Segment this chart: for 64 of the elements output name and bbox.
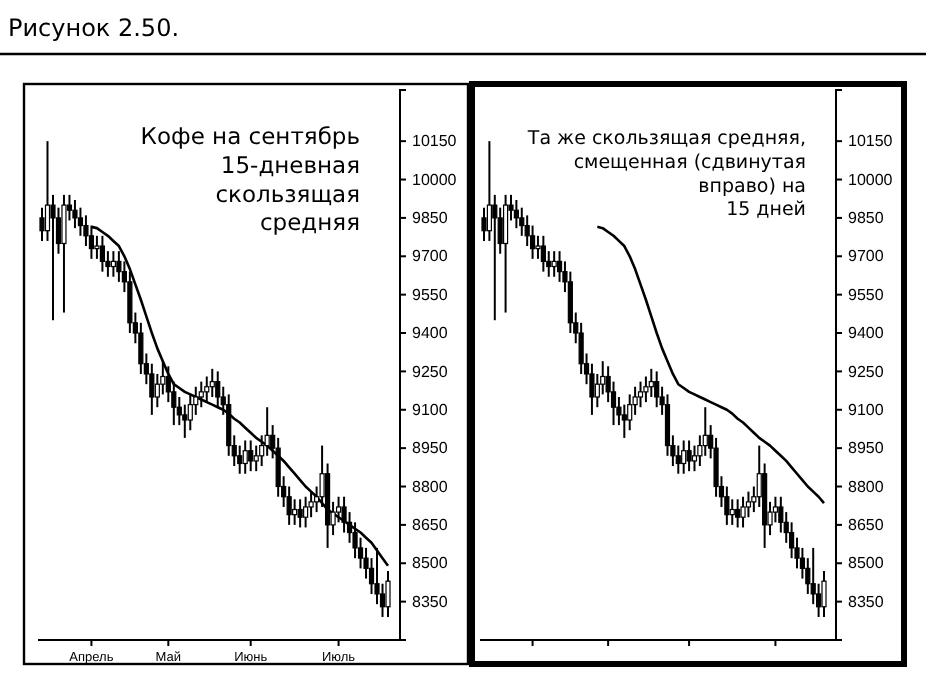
candlestick — [209, 367, 215, 398]
y-tick-label: 9400 — [412, 324, 449, 343]
candlestick — [110, 250, 116, 278]
candlestick — [648, 367, 654, 398]
candlestick — [297, 498, 303, 529]
candlestick — [308, 490, 314, 519]
chart-title: Рисунок 2.50. — [8, 14, 180, 42]
y-tick-label: 9550 — [412, 285, 449, 304]
y-tick-label: 10000 — [848, 170, 894, 189]
candlestick — [204, 375, 210, 404]
y-tick-label: 10000 — [412, 170, 458, 189]
y-tick-label: 9550 — [848, 285, 885, 304]
annotation: Та же скользящая средняя, смещенная (сдвинутая вправо) на 15 дней — [525, 128, 806, 222]
candlestick — [627, 393, 633, 432]
candlestick — [187, 393, 193, 432]
y-tick-label: 9250 — [848, 362, 885, 381]
y-tick-label: 9100 — [848, 400, 885, 419]
y-tick-label: 9700 — [412, 247, 449, 266]
y-tick-label: 8950 — [412, 439, 449, 458]
annotation: Кофе на сентябрь 15-дневная скользящая средняя — [140, 122, 361, 237]
candlestick — [292, 498, 298, 526]
candlestick — [198, 380, 204, 409]
candlestick — [551, 250, 557, 278]
candlestick — [61, 193, 67, 314]
y-tick-label: 9400 — [848, 324, 885, 343]
candlestick — [745, 490, 752, 519]
candlestick — [637, 380, 644, 409]
candlestick — [248, 439, 254, 473]
candlestick — [303, 495, 309, 529]
y-tick-label: 9850 — [848, 209, 885, 228]
line-series — [596, 225, 826, 505]
candlestick — [654, 370, 660, 409]
candlestick — [99, 234, 106, 273]
candlestick — [513, 199, 519, 230]
y-tick-label: 10150 — [412, 132, 458, 151]
candlestick — [492, 193, 498, 322]
y-tick-label: 8500 — [412, 554, 449, 573]
y-tick-label: 8650 — [412, 516, 449, 534]
candlestick — [686, 439, 692, 473]
y-tick-label: 8350 — [848, 592, 885, 611]
candlestick — [242, 439, 248, 475]
candlestick — [540, 234, 546, 273]
candlestick — [621, 403, 627, 439]
candlestick — [215, 370, 221, 409]
candlestick — [385, 569, 391, 618]
candlestick — [681, 439, 687, 475]
candlestick — [502, 193, 509, 314]
y-tick-label: 9700 — [848, 247, 885, 266]
candlestick — [821, 569, 827, 618]
y-tick-label: 9850 — [412, 209, 449, 228]
y-tick-label: 8950 — [848, 439, 885, 458]
y-tick-label: 9250 — [412, 362, 449, 381]
y-tick-label: 8800 — [412, 477, 449, 496]
candlestick — [740, 495, 746, 529]
y-tick-label: 8500 — [848, 554, 885, 573]
y-tick-label: 8350 — [412, 592, 449, 611]
candlestick — [643, 375, 649, 404]
candlestick — [50, 193, 56, 322]
candlestick — [735, 498, 741, 529]
y-tick-label: 8650 — [848, 516, 885, 534]
candlestick — [72, 199, 78, 230]
y-tick-label: 8800 — [848, 477, 885, 496]
y-tick-label: 9100 — [412, 400, 449, 419]
y-tick-label: 10150 — [848, 132, 894, 151]
